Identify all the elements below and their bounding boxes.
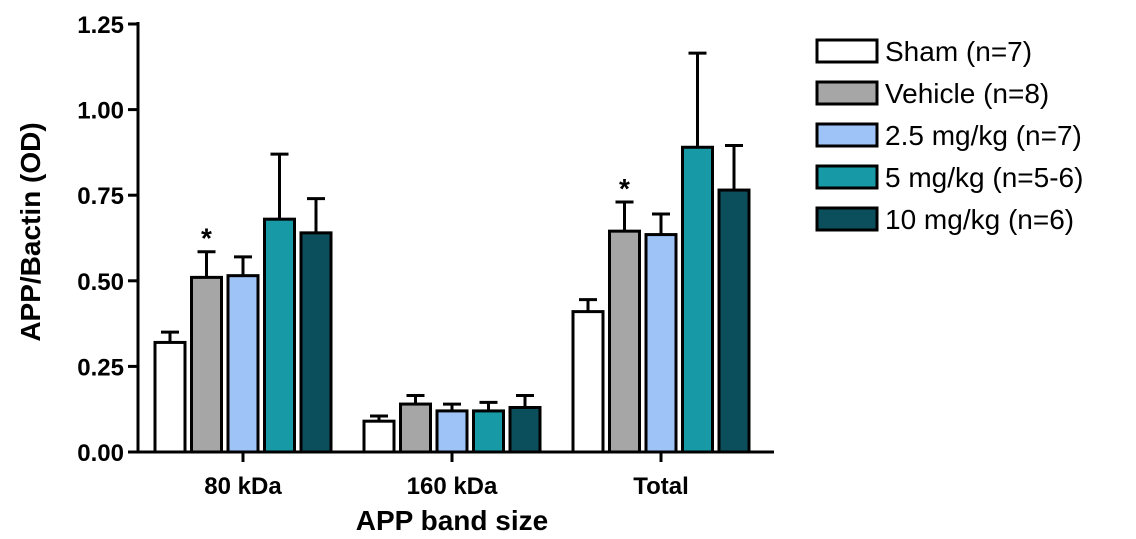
y-axis-title: APP/Bactin (OD) bbox=[15, 122, 46, 341]
significance-marker: * bbox=[619, 173, 630, 204]
y-tick-label: 0.75 bbox=[77, 183, 124, 210]
legend-swatch bbox=[815, 206, 879, 232]
bar bbox=[153, 340, 187, 454]
x-tick-label: Total bbox=[633, 473, 689, 500]
legend-swatch bbox=[815, 38, 879, 64]
bar bbox=[226, 274, 260, 454]
legend-label: Vehicle (n=8) bbox=[885, 78, 1049, 109]
bar bbox=[608, 229, 641, 454]
bar bbox=[435, 409, 469, 454]
y-tick-label: 1.00 bbox=[77, 98, 124, 125]
legend-label: Sham (n=7) bbox=[885, 36, 1032, 67]
legend: Sham (n=7) Vehicle (n=8) 2.5 mg/kg (n=7) 5 … bbox=[815, 36, 1083, 235]
x-axis-title: APP band size bbox=[356, 505, 548, 536]
y-tick-label: 1.25 bbox=[77, 12, 124, 39]
plot-area: ** bbox=[153, 51, 751, 454]
bar bbox=[190, 275, 223, 454]
bar bbox=[681, 145, 714, 454]
y-tick-label: 0.25 bbox=[77, 354, 124, 381]
x-tick-label: 80 kDa bbox=[204, 473, 282, 500]
legend-swatch bbox=[815, 122, 879, 148]
axes: 0.00 0.25 0.50 0.75 1.00 1.25 80 kDa 160 kDa Tot… bbox=[77, 12, 774, 500]
bar bbox=[362, 419, 396, 454]
legend-swatch bbox=[815, 164, 879, 190]
bar bbox=[399, 402, 432, 454]
legend-label: 2.5 mg/kg (n=7) bbox=[885, 120, 1082, 151]
significance-marker: * bbox=[201, 223, 212, 254]
bar bbox=[299, 231, 333, 454]
bar bbox=[717, 188, 751, 454]
bar bbox=[472, 409, 505, 454]
bar bbox=[508, 405, 542, 454]
y-tick-label: 0.50 bbox=[77, 269, 124, 296]
x-tick-label: 160 kDa bbox=[407, 473, 498, 500]
legend-label: 10 mg/kg (n=6) bbox=[885, 204, 1074, 235]
bar bbox=[571, 310, 605, 454]
bar bbox=[644, 233, 678, 454]
legend-swatch bbox=[815, 80, 879, 106]
y-tick-label: 0.00 bbox=[77, 440, 124, 467]
bar bbox=[263, 217, 296, 454]
legend-label: 5 mg/kg (n=5-6) bbox=[885, 162, 1083, 193]
